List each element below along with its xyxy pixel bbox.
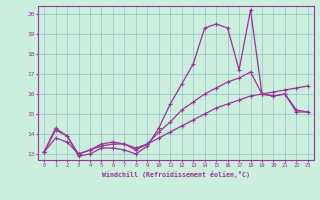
X-axis label: Windchill (Refroidissement éolien,°C): Windchill (Refroidissement éolien,°C) [102,171,250,178]
